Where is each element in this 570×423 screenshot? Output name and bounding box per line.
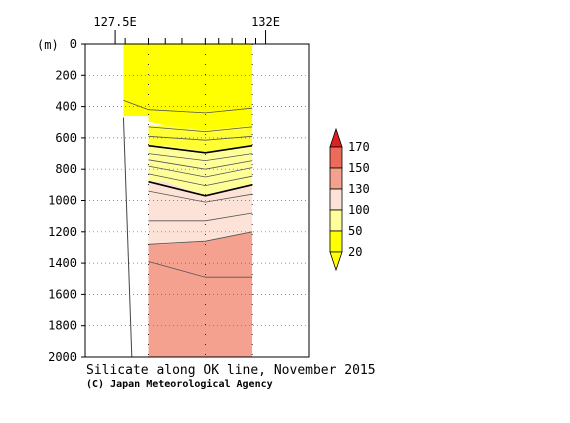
legend-label-150: 150: [348, 161, 370, 175]
y-axis: 0 200 400 600 800 1000 1200 1400 1600 1800 2000: [48, 37, 85, 364]
contour-2: [148, 135, 253, 141]
concentration-bands: [85, 44, 309, 357]
y-tick-label-800: 800: [55, 162, 77, 176]
contour-1: [148, 126, 253, 133]
legend-box-0: [329, 146, 343, 169]
right-mask: [252, 44, 309, 357]
y-tick-label-1800: 1800: [48, 319, 77, 333]
band-20-50: [148, 125, 253, 152]
legend-over-arrow: [329, 127, 343, 148]
contour-7: [148, 173, 253, 187]
y-tick-label-0: 0: [70, 37, 77, 51]
bottom-line: [122, 117, 133, 358]
legend-box-1: [329, 167, 343, 190]
station-ticks: [124, 38, 257, 357]
contour-8: [148, 180, 253, 197]
y-tick-label-200: 200: [55, 68, 77, 82]
contour-11: [148, 231, 253, 245]
grid-lines: [85, 74, 309, 327]
band--20: [123, 44, 253, 131]
legend-box-2: [329, 188, 343, 211]
contour-6: [148, 165, 253, 178]
shelf-band: [123, 44, 149, 116]
color-legend: 170 150 130 100 50 20: [329, 127, 370, 272]
contour-9: [148, 190, 253, 203]
band--130: [148, 231, 253, 357]
legend-label-20: 20: [348, 245, 362, 259]
band-100-130: [148, 181, 253, 245]
y-tick-label-1000: 1000: [48, 194, 77, 208]
legend-label-130: 130: [348, 182, 370, 196]
legend-label-50: 50: [348, 224, 362, 238]
y-tick-label-600: 600: [55, 131, 77, 145]
contour-10: [148, 212, 253, 222]
legend-label-170: 170: [348, 140, 370, 154]
contour-12: [148, 261, 253, 278]
legend-label-100: 100: [348, 203, 370, 217]
credit-text: (C) Japan Meteorological Agency: [86, 378, 273, 390]
contour-3: [148, 144, 253, 154]
y-tick-label-2000: 2000: [48, 350, 77, 364]
band-50-100: [148, 145, 253, 196]
legend-under-arrow: [329, 251, 343, 272]
x-axis: 127.5E 132E: [93, 15, 280, 44]
chart-title: Silicate along OK line, November 2015: [86, 363, 376, 378]
bottom-topography-line: [122, 117, 133, 358]
y-tick-label-400: 400: [55, 100, 77, 114]
x-tick-label-0: 127.5E: [93, 15, 136, 29]
y-unit-label: (m): [37, 38, 59, 52]
contour-lines: [123, 99, 253, 278]
y-tick-label-1400: 1400: [48, 256, 77, 270]
y-tick-label-1200: 1200: [48, 225, 77, 239]
contour-0: [123, 99, 253, 114]
y-tick-label-1600: 1600: [48, 287, 77, 301]
contour-4: [148, 153, 253, 162]
x-tick-label-1: 132E: [251, 15, 280, 29]
legend-box-3: [329, 209, 343, 232]
legend-box-4: [329, 230, 343, 253]
